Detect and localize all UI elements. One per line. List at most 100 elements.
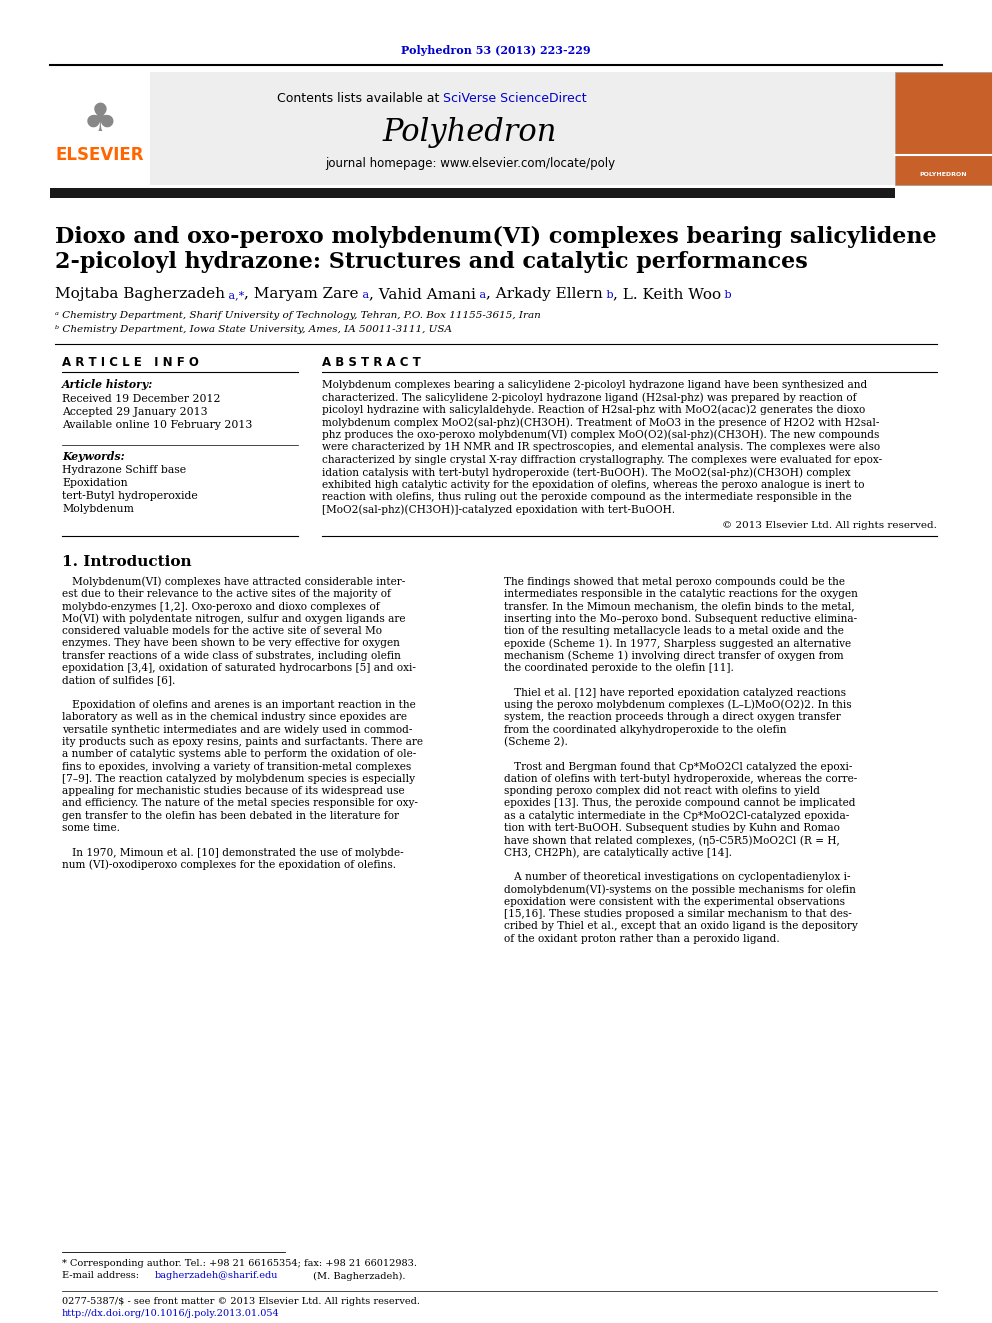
Text: dation of olefins with tert-butyl hydroperoxide, whereas the corre-: dation of olefins with tert-butyl hydrop… [504, 774, 857, 783]
Text: Hydrazone Schiff base: Hydrazone Schiff base [62, 464, 186, 475]
Text: In 1970, Mimoun et al. [10] demonstrated the use of molybde-: In 1970, Mimoun et al. [10] demonstrated… [62, 848, 404, 857]
Text: Epoxidation: Epoxidation [62, 478, 128, 488]
Text: Epoxidation of olefins and arenes is an important reaction in the: Epoxidation of olefins and arenes is an … [62, 700, 416, 710]
Text: using the peroxo molybdenum complexes (L–L)MoO(O2)2. In this: using the peroxo molybdenum complexes (L… [504, 700, 851, 710]
Text: ♣: ♣ [82, 101, 117, 139]
Text: dation of sulfides [6].: dation of sulfides [6]. [62, 676, 176, 685]
Text: ᵇ Chemistry Department, Iowa State University, Ames, IA 50011-3111, USA: ᵇ Chemistry Department, Iowa State Unive… [55, 325, 452, 335]
Text: Contents lists available at: Contents lists available at [277, 91, 443, 105]
Text: SciVerse ScienceDirect: SciVerse ScienceDirect [443, 91, 586, 105]
Text: gen transfer to the olefin has been debated in the literature for: gen transfer to the olefin has been deba… [62, 811, 399, 820]
Text: ity products such as epoxy resins, paints and surfactants. There are: ity products such as epoxy resins, paint… [62, 737, 423, 747]
Text: epoxide (Scheme 1). In 1977, Sharpless suggested an alternative: epoxide (Scheme 1). In 1977, Sharpless s… [504, 638, 851, 648]
Text: POLYHEDRON: POLYHEDRON [920, 172, 967, 177]
Text: epoxidation were consistent with the experimental observations: epoxidation were consistent with the exp… [504, 897, 845, 906]
Text: ELSEVIER: ELSEVIER [56, 146, 144, 164]
Text: Mo(VI) with polydentate nitrogen, sulfur and oxygen ligands are: Mo(VI) with polydentate nitrogen, sulfur… [62, 614, 406, 624]
Text: some time.: some time. [62, 823, 120, 833]
Text: * Corresponding author. Tel.: +98 21 66165354; fax: +98 21 66012983.: * Corresponding author. Tel.: +98 21 661… [62, 1258, 417, 1267]
Text: © 2013 Elsevier Ltd. All rights reserved.: © 2013 Elsevier Ltd. All rights reserved… [722, 521, 937, 531]
Text: , Vahid Amani: , Vahid Amani [369, 287, 476, 302]
Text: exhibited high catalytic activity for the epoxidation of olefins, whereas the pe: exhibited high catalytic activity for th… [322, 480, 864, 490]
Text: Article history:: Article history: [62, 380, 153, 390]
Text: have shown that related complexes, (η5-C5R5)MoO2Cl (R = H,: have shown that related complexes, (η5-C… [504, 835, 840, 845]
Text: and efficiency. The nature of the metal species responsible for oxy-: and efficiency. The nature of the metal … [62, 798, 418, 808]
Text: Dioxo and oxo-peroxo molybdenum(VI) complexes bearing salicylidene: Dioxo and oxo-peroxo molybdenum(VI) comp… [55, 226, 936, 247]
Text: [MoO2(sal-phz)(CH3OH)]-catalyzed epoxidation with tert-BuOOH.: [MoO2(sal-phz)(CH3OH)]-catalyzed epoxida… [322, 504, 676, 515]
Text: as a catalytic intermediate in the Cp*MoO2Cl-catalyzed epoxida-: as a catalytic intermediate in the Cp*Mo… [504, 811, 849, 820]
Text: system, the reaction proceeds through a direct oxygen transfer: system, the reaction proceeds through a … [504, 712, 841, 722]
Text: Molybdenum complexes bearing a salicylidene 2-picoloyl hydrazone ligand have bee: Molybdenum complexes bearing a salicylid… [322, 380, 867, 390]
Text: tion of the resulting metallacycle leads to a metal oxide and the: tion of the resulting metallacycle leads… [504, 626, 844, 636]
Text: characterized. The salicylidene 2-picoloyl hydrazone ligand (H2sal-phz) was prep: characterized. The salicylidene 2-picolo… [322, 392, 856, 402]
Text: ᵃ Chemistry Department, Sharif University of Technology, Tehran, P.O. Box 11155-: ᵃ Chemistry Department, Sharif Universit… [55, 311, 541, 320]
Text: inserting into the Mo–peroxo bond. Subsequent reductive elimina-: inserting into the Mo–peroxo bond. Subse… [504, 614, 857, 624]
Text: num (VI)-oxodiperoxo complexes for the epoxidation of olefins.: num (VI)-oxodiperoxo complexes for the e… [62, 860, 396, 871]
Text: , L. Keith Woo: , L. Keith Woo [613, 287, 721, 302]
Text: Thiel et al. [12] have reported epoxidation catalyzed reactions: Thiel et al. [12] have reported epoxidat… [504, 688, 846, 697]
Text: 0277-5387/$ - see front matter © 2013 Elsevier Ltd. All rights reserved.: 0277-5387/$ - see front matter © 2013 El… [62, 1298, 420, 1307]
Text: tion with tert-BuOOH. Subsequent studies by Kuhn and Romao: tion with tert-BuOOH. Subsequent studies… [504, 823, 840, 833]
Text: Mojtaba Bagherzadeh: Mojtaba Bagherzadeh [55, 287, 225, 302]
Text: transfer reactions of a wide class of substrates, including olefin: transfer reactions of a wide class of su… [62, 651, 401, 660]
Bar [50, 71, 150, 185]
Text: laboratory as well as in the chemical industry since epoxides are: laboratory as well as in the chemical in… [62, 712, 407, 722]
Text: versatile synthetic intermediates and are widely used in commod-: versatile synthetic intermediates and ar… [62, 725, 413, 734]
Text: reaction with olefins, thus ruling out the peroxide compound as the intermediate: reaction with olefins, thus ruling out t… [322, 492, 852, 503]
Bar [895, 71, 992, 185]
Text: molybdenum complex MoO2(sal-phz)(CH3OH). Treatment of MoO3 in the presence of H2: molybdenum complex MoO2(sal-phz)(CH3OH).… [322, 417, 879, 427]
Text: Received 19 December 2012: Received 19 December 2012 [62, 394, 220, 404]
Text: journal homepage: www.elsevier.com/locate/poly: journal homepage: www.elsevier.com/locat… [325, 156, 615, 169]
Text: , Arkady Ellern: , Arkady Ellern [486, 287, 602, 302]
Text: Trost and Bergman found that Cp*MoO2Cl catalyzed the epoxi-: Trost and Bergman found that Cp*MoO2Cl c… [504, 762, 852, 771]
Text: a number of catalytic systems able to perform the oxidation of ole-: a number of catalytic systems able to pe… [62, 749, 417, 759]
Text: epoxidation [3,4], oxidation of saturated hydrocarbons [5] and oxi-: epoxidation [3,4], oxidation of saturate… [62, 663, 416, 673]
Text: (Scheme 2).: (Scheme 2). [504, 737, 567, 747]
Text: The findings showed that metal peroxo compounds could be the: The findings showed that metal peroxo co… [504, 577, 845, 587]
Text: A B S T R A C T: A B S T R A C T [322, 356, 421, 369]
Text: idation catalysis with tert-butyl hydroperoxide (tert-BuOOH). The MoO2(sal-phz)(: idation catalysis with tert-butyl hydrop… [322, 467, 850, 478]
Text: mechanism (Scheme 1) involving direct transfer of oxygen from: mechanism (Scheme 1) involving direct tr… [504, 651, 843, 662]
Text: a,*: a,* [225, 290, 244, 300]
Text: (M. Bagherzadeh).: (M. Bagherzadeh). [310, 1271, 406, 1281]
Text: Polyhedron 53 (2013) 223-229: Polyhedron 53 (2013) 223-229 [401, 45, 591, 56]
Text: Accepted 29 January 2013: Accepted 29 January 2013 [62, 407, 207, 417]
Text: E-mail address:: E-mail address: [62, 1271, 142, 1281]
Text: http://dx.doi.org/10.1016/j.poly.2013.01.054: http://dx.doi.org/10.1016/j.poly.2013.01… [62, 1308, 280, 1318]
Text: were characterized by 1H NMR and IR spectroscopies, and elemental analysis. The : were characterized by 1H NMR and IR spec… [322, 442, 880, 452]
Text: Keywords:: Keywords: [62, 451, 125, 463]
Text: CH3, CH2Ph), are catalytically active [14].: CH3, CH2Ph), are catalytically active [1… [504, 847, 732, 857]
Text: epoxides [13]. Thus, the peroxide compound cannot be implicated: epoxides [13]. Thus, the peroxide compou… [504, 798, 855, 808]
Text: A R T I C L E   I N F O: A R T I C L E I N F O [62, 356, 198, 369]
Text: considered valuable models for the active site of several Mo: considered valuable models for the activ… [62, 626, 382, 636]
Text: from the coordinated alkyhydroperoxide to the olefin: from the coordinated alkyhydroperoxide t… [504, 725, 787, 734]
Bar [50, 71, 895, 185]
Text: the coordinated peroxide to the olefin [11].: the coordinated peroxide to the olefin [… [504, 663, 734, 673]
Text: a: a [359, 290, 369, 300]
Text: phz produces the oxo-peroxo molybdenum(VI) complex MoO(O2)(sal-phz)(CH3OH). The : phz produces the oxo-peroxo molybdenum(V… [322, 430, 879, 441]
Text: sponding peroxo complex did not react with olefins to yield: sponding peroxo complex did not react wi… [504, 786, 820, 796]
Text: est due to their relevance to the active sites of the majority of: est due to their relevance to the active… [62, 589, 391, 599]
Text: characterized by single crystal X-ray diffraction crystallography. The complexes: characterized by single crystal X-ray di… [322, 455, 882, 464]
Text: cribed by Thiel et al., except that an oxido ligand is the depository: cribed by Thiel et al., except that an o… [504, 921, 858, 931]
Text: appealing for mechanistic studies because of its widespread use: appealing for mechanistic studies becaus… [62, 786, 405, 796]
Bar [50, 188, 895, 198]
Text: Polyhedron: Polyhedron [383, 118, 558, 148]
Text: transfer. In the Mimoun mechanism, the olefin binds to the metal,: transfer. In the Mimoun mechanism, the o… [504, 602, 855, 611]
Text: [7–9]. The reaction catalyzed by molybdenum species is especially: [7–9]. The reaction catalyzed by molybde… [62, 774, 415, 783]
Text: a: a [476, 290, 486, 300]
Text: bagherzadeh@sharif.edu: bagherzadeh@sharif.edu [155, 1271, 279, 1281]
Text: b: b [721, 290, 732, 300]
Text: 2-picoloyl hydrazone: Structures and catalytic performances: 2-picoloyl hydrazone: Structures and cat… [55, 251, 807, 273]
Text: of the oxidant proton rather than a peroxido ligand.: of the oxidant proton rather than a pero… [504, 934, 780, 943]
Text: Molybdenum: Molybdenum [62, 504, 134, 515]
Text: intermediates responsible in the catalytic reactions for the oxygen: intermediates responsible in the catalyt… [504, 589, 858, 599]
Text: A number of theoretical investigations on cyclopentadienylox i-: A number of theoretical investigations o… [504, 872, 850, 882]
Text: [15,16]. These studies proposed a similar mechanism to that des-: [15,16]. These studies proposed a simila… [504, 909, 852, 919]
Text: Available online 10 February 2013: Available online 10 February 2013 [62, 419, 252, 430]
Text: enzymes. They have been shown to be very effective for oxygen: enzymes. They have been shown to be very… [62, 639, 400, 648]
Text: picoloyl hydrazine with salicylaldehyde. Reaction of H2sal-phz with MoO2(acac)2 : picoloyl hydrazine with salicylaldehyde.… [322, 405, 865, 415]
Text: b: b [602, 290, 613, 300]
Text: , Maryam Zare: , Maryam Zare [244, 287, 359, 302]
Text: domolybdenum(VI)-systems on the possible mechanisms for olefin: domolybdenum(VI)-systems on the possible… [504, 884, 856, 894]
